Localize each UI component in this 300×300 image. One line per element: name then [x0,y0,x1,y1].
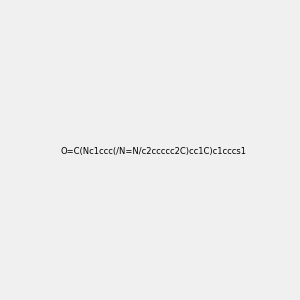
Text: O=C(Nc1ccc(/N=N/c2ccccc2C)cc1C)c1cccs1: O=C(Nc1ccc(/N=N/c2ccccc2C)cc1C)c1cccs1 [61,147,247,156]
